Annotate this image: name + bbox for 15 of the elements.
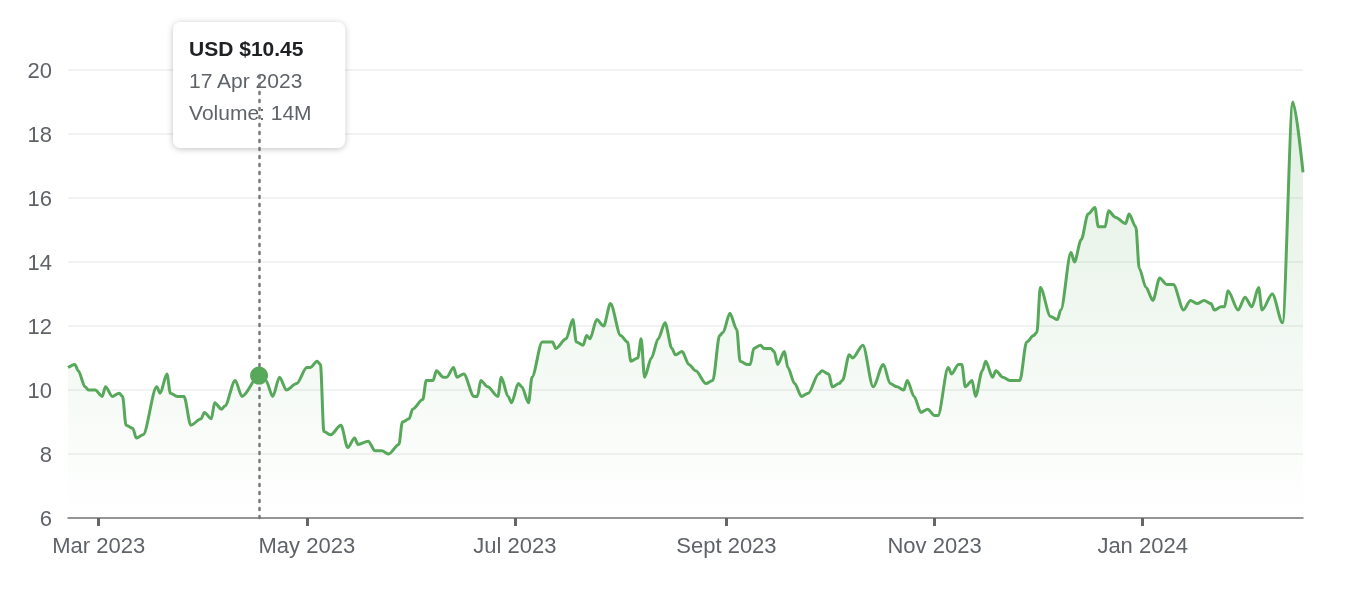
y-tick-label: 20 xyxy=(27,57,52,83)
y-tick-label: 14 xyxy=(27,249,52,275)
y-tick-label: 18 xyxy=(27,121,52,147)
y-tick-label: 8 xyxy=(39,441,52,467)
x-tick-label: Sept 2023 xyxy=(676,532,777,558)
x-tick-label: Nov 2023 xyxy=(887,532,982,558)
x-tick-label: Jul 2023 xyxy=(473,532,557,558)
x-tick-label: May 2023 xyxy=(258,532,356,558)
annotation: USD $10.45 17 Apr 2023 Volume: 14M xyxy=(189,37,312,124)
x-tick-label: Jan 2024 xyxy=(1097,532,1188,558)
x-tick-label: Mar 2023 xyxy=(52,532,146,558)
y-tick-label: 10 xyxy=(27,377,52,403)
y-tick-label: 12 xyxy=(27,313,52,339)
y-tick-label: 16 xyxy=(27,185,52,211)
y-tick-label: 6 xyxy=(39,505,52,531)
